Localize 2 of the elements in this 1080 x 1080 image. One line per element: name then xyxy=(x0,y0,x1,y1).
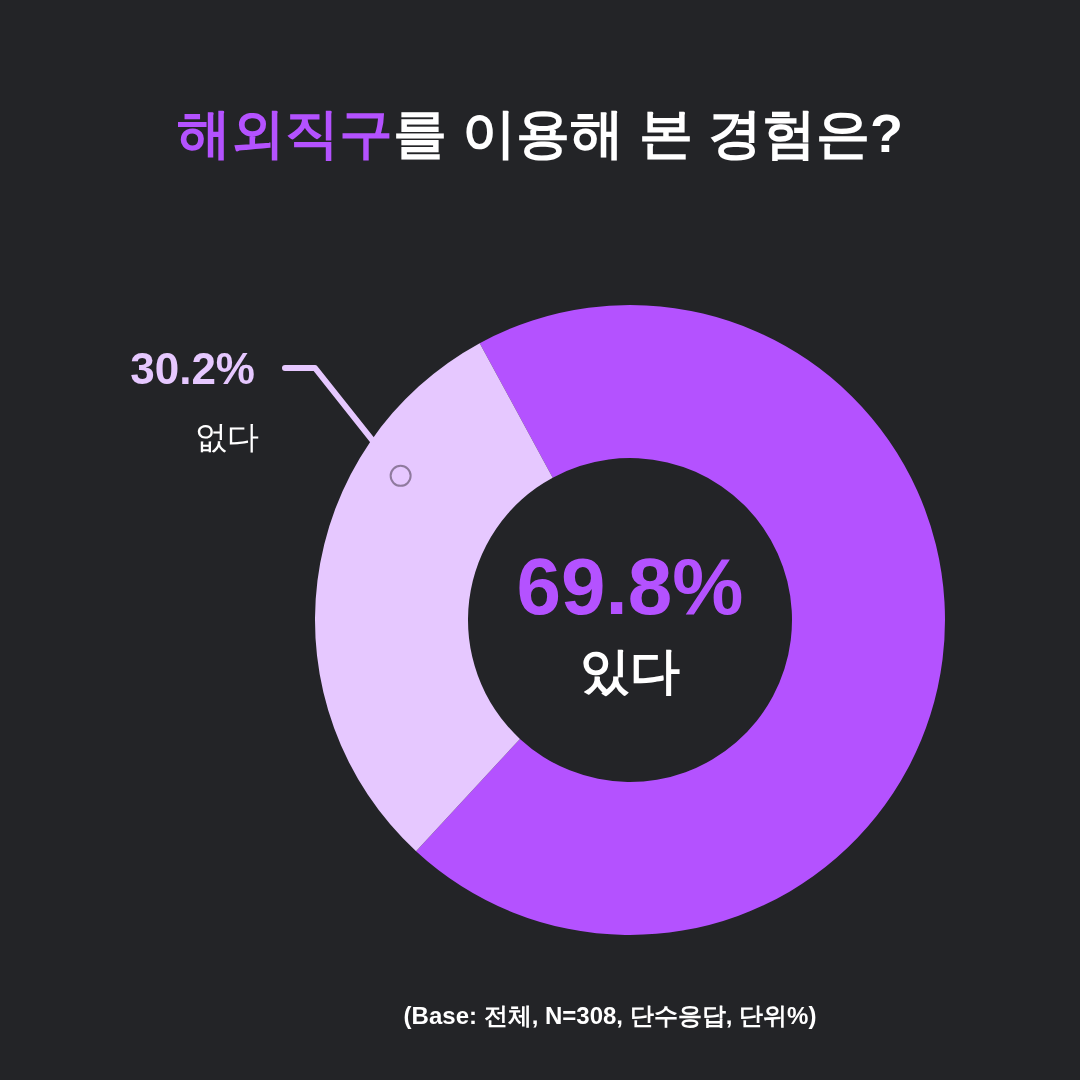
title: 해외직구를 이용해 본 경험은? xyxy=(177,103,903,163)
annotation: (Base: 전체, N=308, 단수응답, 단위%) xyxy=(403,1002,817,1029)
